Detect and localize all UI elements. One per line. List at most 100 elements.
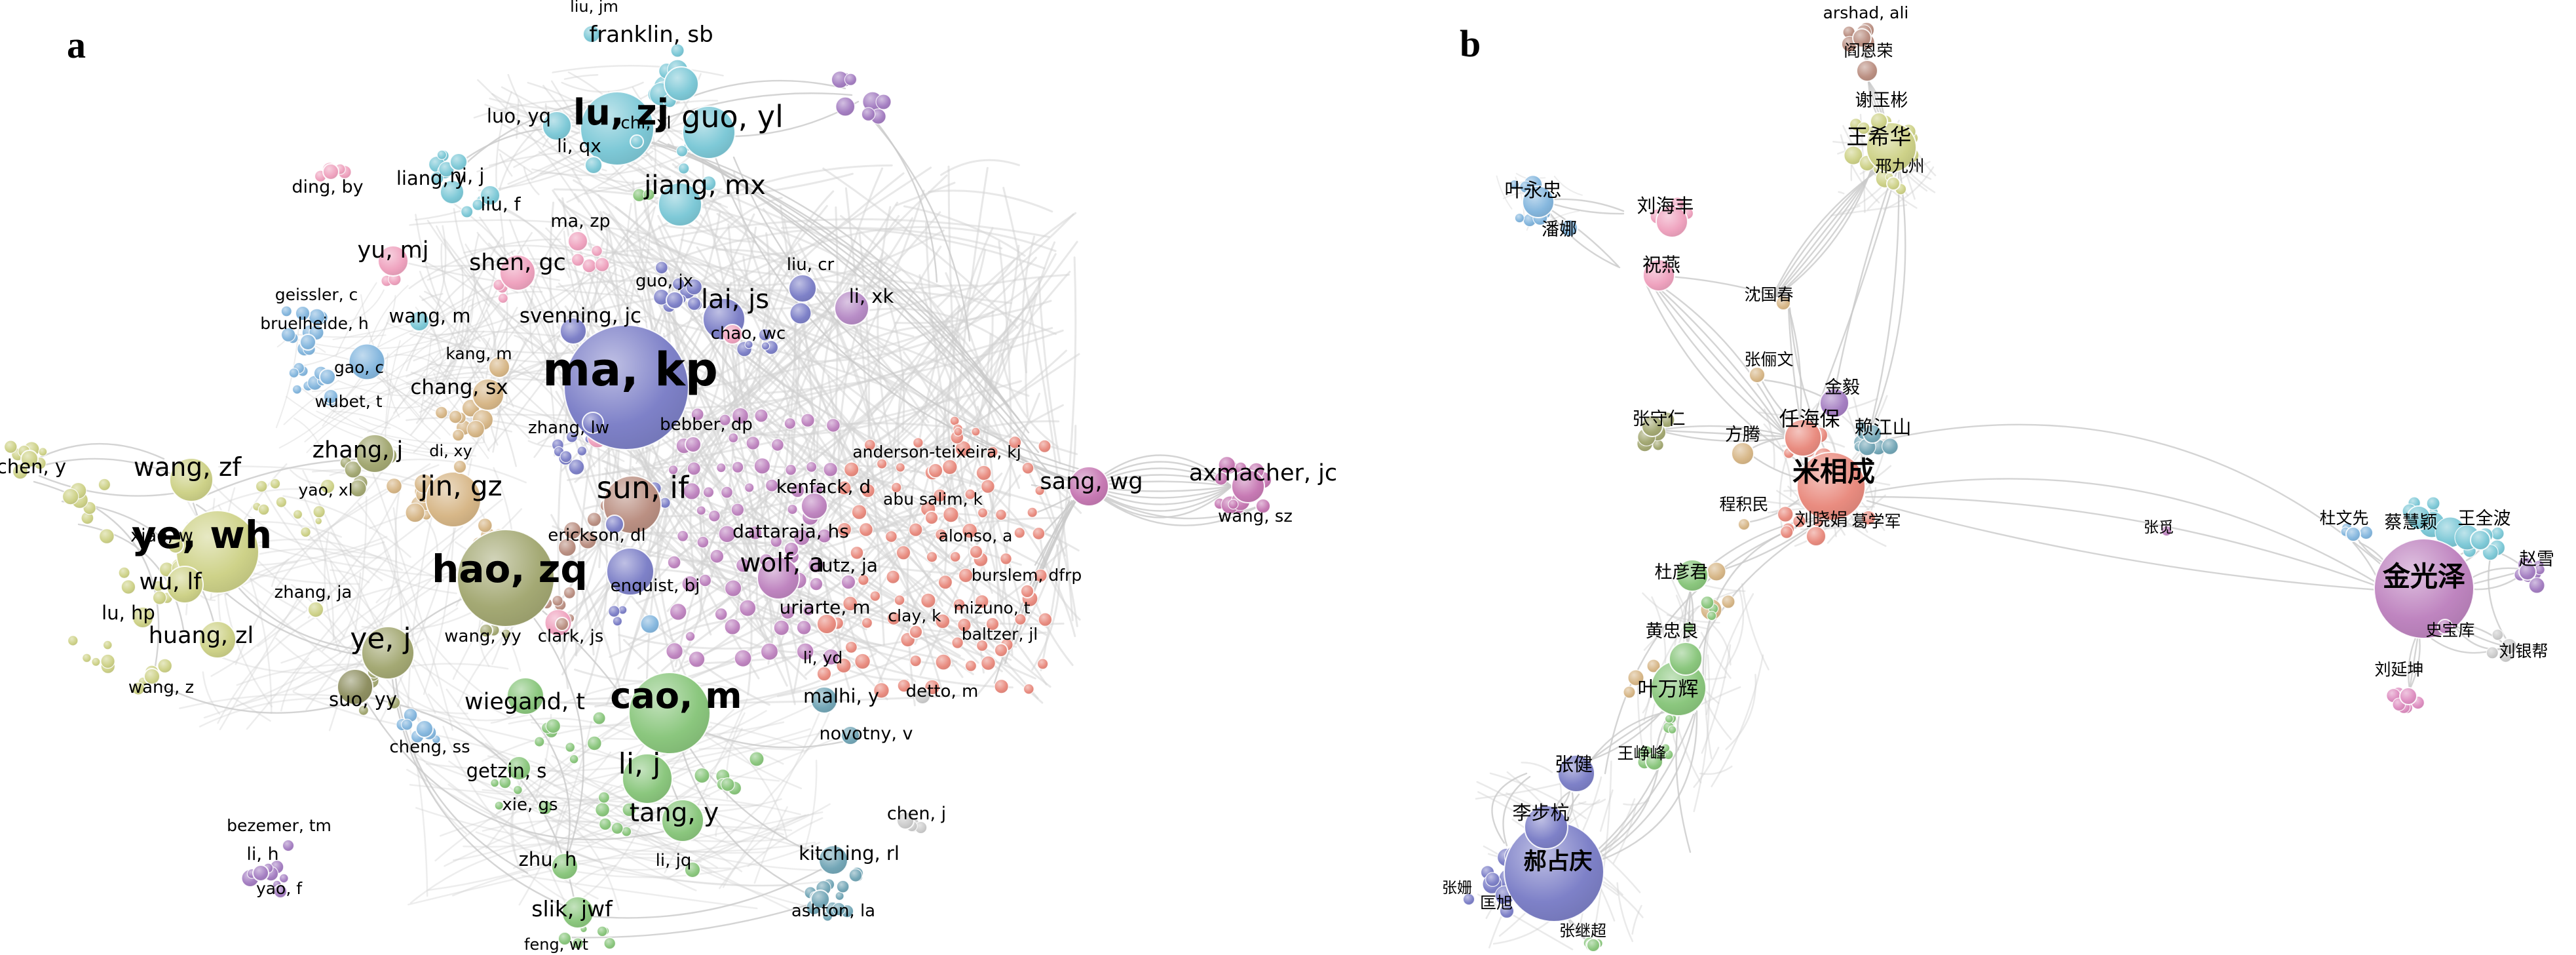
network-node[interactable] [787,503,798,515]
network-node[interactable] [1700,596,1714,610]
network-node[interactable] [430,171,444,185]
network-node[interactable] [38,447,48,457]
network-node[interactable] [167,537,184,554]
network-node[interactable] [595,802,610,817]
network-node[interactable] [780,605,795,619]
network-node[interactable] [1014,613,1027,626]
network-node[interactable] [501,629,512,639]
network-node[interactable] [565,742,576,752]
network-node[interactable] [2437,619,2453,634]
network-node[interactable] [1870,112,1888,130]
network-node[interactable] [545,718,561,734]
network-node[interactable] [597,791,611,804]
network-node[interactable] [688,650,706,668]
network-node[interactable] [558,931,572,946]
network-node[interactable] [457,529,555,627]
network-node[interactable] [995,509,1007,521]
network-node[interactable] [964,488,976,500]
network-node[interactable] [848,868,863,882]
network-node[interactable] [98,528,115,544]
network-node[interactable] [805,461,818,473]
network-node[interactable] [753,458,771,475]
network-node[interactable] [630,134,644,149]
network-node[interactable] [497,292,508,304]
network-node[interactable] [789,302,812,324]
network-node[interactable] [1509,180,1520,190]
network-node[interactable] [687,296,702,311]
network-node[interactable] [1231,469,1265,503]
network-node[interactable] [1806,526,1827,547]
network-node[interactable] [886,570,900,584]
network-node[interactable] [2491,526,2505,541]
network-node[interactable] [1027,507,1038,518]
network-node[interactable] [773,619,790,636]
network-node[interactable] [890,482,902,494]
network-node[interactable] [409,311,430,332]
network-node[interactable] [1707,610,1717,621]
network-node[interactable] [875,94,892,110]
network-node[interactable] [863,439,876,451]
network-node[interactable] [591,244,603,257]
network-node[interactable] [1255,498,1271,514]
network-node[interactable] [823,461,838,477]
network-node[interactable] [152,591,167,605]
network-node[interactable] [935,614,951,629]
network-node[interactable] [744,482,755,493]
network-node[interactable] [722,324,743,345]
network-node[interactable] [949,551,961,562]
network-node[interactable] [1844,146,1863,165]
network-node[interactable] [957,617,972,633]
network-node[interactable] [280,327,296,342]
network-node[interactable] [480,185,501,206]
network-node[interactable] [975,639,989,652]
network-node[interactable] [698,574,712,587]
network-node[interactable] [730,503,745,516]
network-node[interactable] [677,163,690,174]
network-node[interactable] [858,574,869,586]
network-node[interactable] [299,334,316,351]
network-node[interactable] [876,458,888,469]
network-node[interactable] [1557,754,1595,792]
network-node[interactable] [12,463,28,480]
network-node[interactable] [571,253,585,267]
network-node[interactable] [563,586,576,599]
network-node[interactable] [479,623,493,638]
network-node[interactable] [985,617,1000,631]
network-node[interactable] [831,902,846,916]
network-node[interactable] [935,653,952,671]
network-node[interactable] [913,437,924,448]
network-node[interactable] [1623,686,1636,699]
network-node[interactable] [322,163,339,180]
network-node[interactable] [555,617,569,631]
network-node[interactable] [1886,176,1901,191]
network-node[interactable] [714,608,728,621]
network-node[interactable] [808,556,824,574]
network-node[interactable] [943,506,959,523]
network-node[interactable] [361,626,415,680]
network-node[interactable] [861,617,873,629]
network-node[interactable] [1021,461,1034,475]
network-node[interactable] [718,525,736,543]
network-node[interactable] [1038,439,1051,453]
network-node[interactable] [977,507,989,518]
network-node[interactable] [1642,259,1675,292]
network-node[interactable] [559,450,573,463]
network-node[interactable] [1069,466,1109,507]
network-node[interactable] [605,515,624,534]
network-node[interactable] [273,884,288,899]
network-node[interactable] [280,305,292,317]
network-node[interactable] [994,643,1008,657]
network-node[interactable] [1819,388,1849,418]
network-node[interactable] [687,461,701,476]
network-node[interactable] [694,767,710,784]
network-node[interactable] [449,153,468,171]
network-node[interactable] [744,340,753,349]
network-node[interactable] [926,551,938,563]
network-node[interactable] [1777,506,1794,522]
network-node[interactable] [809,577,824,591]
network-node[interactable] [914,688,931,705]
network-node[interactable] [720,486,733,499]
network-node[interactable] [499,254,536,291]
network-node[interactable] [981,655,996,671]
network-node[interactable] [584,156,603,174]
